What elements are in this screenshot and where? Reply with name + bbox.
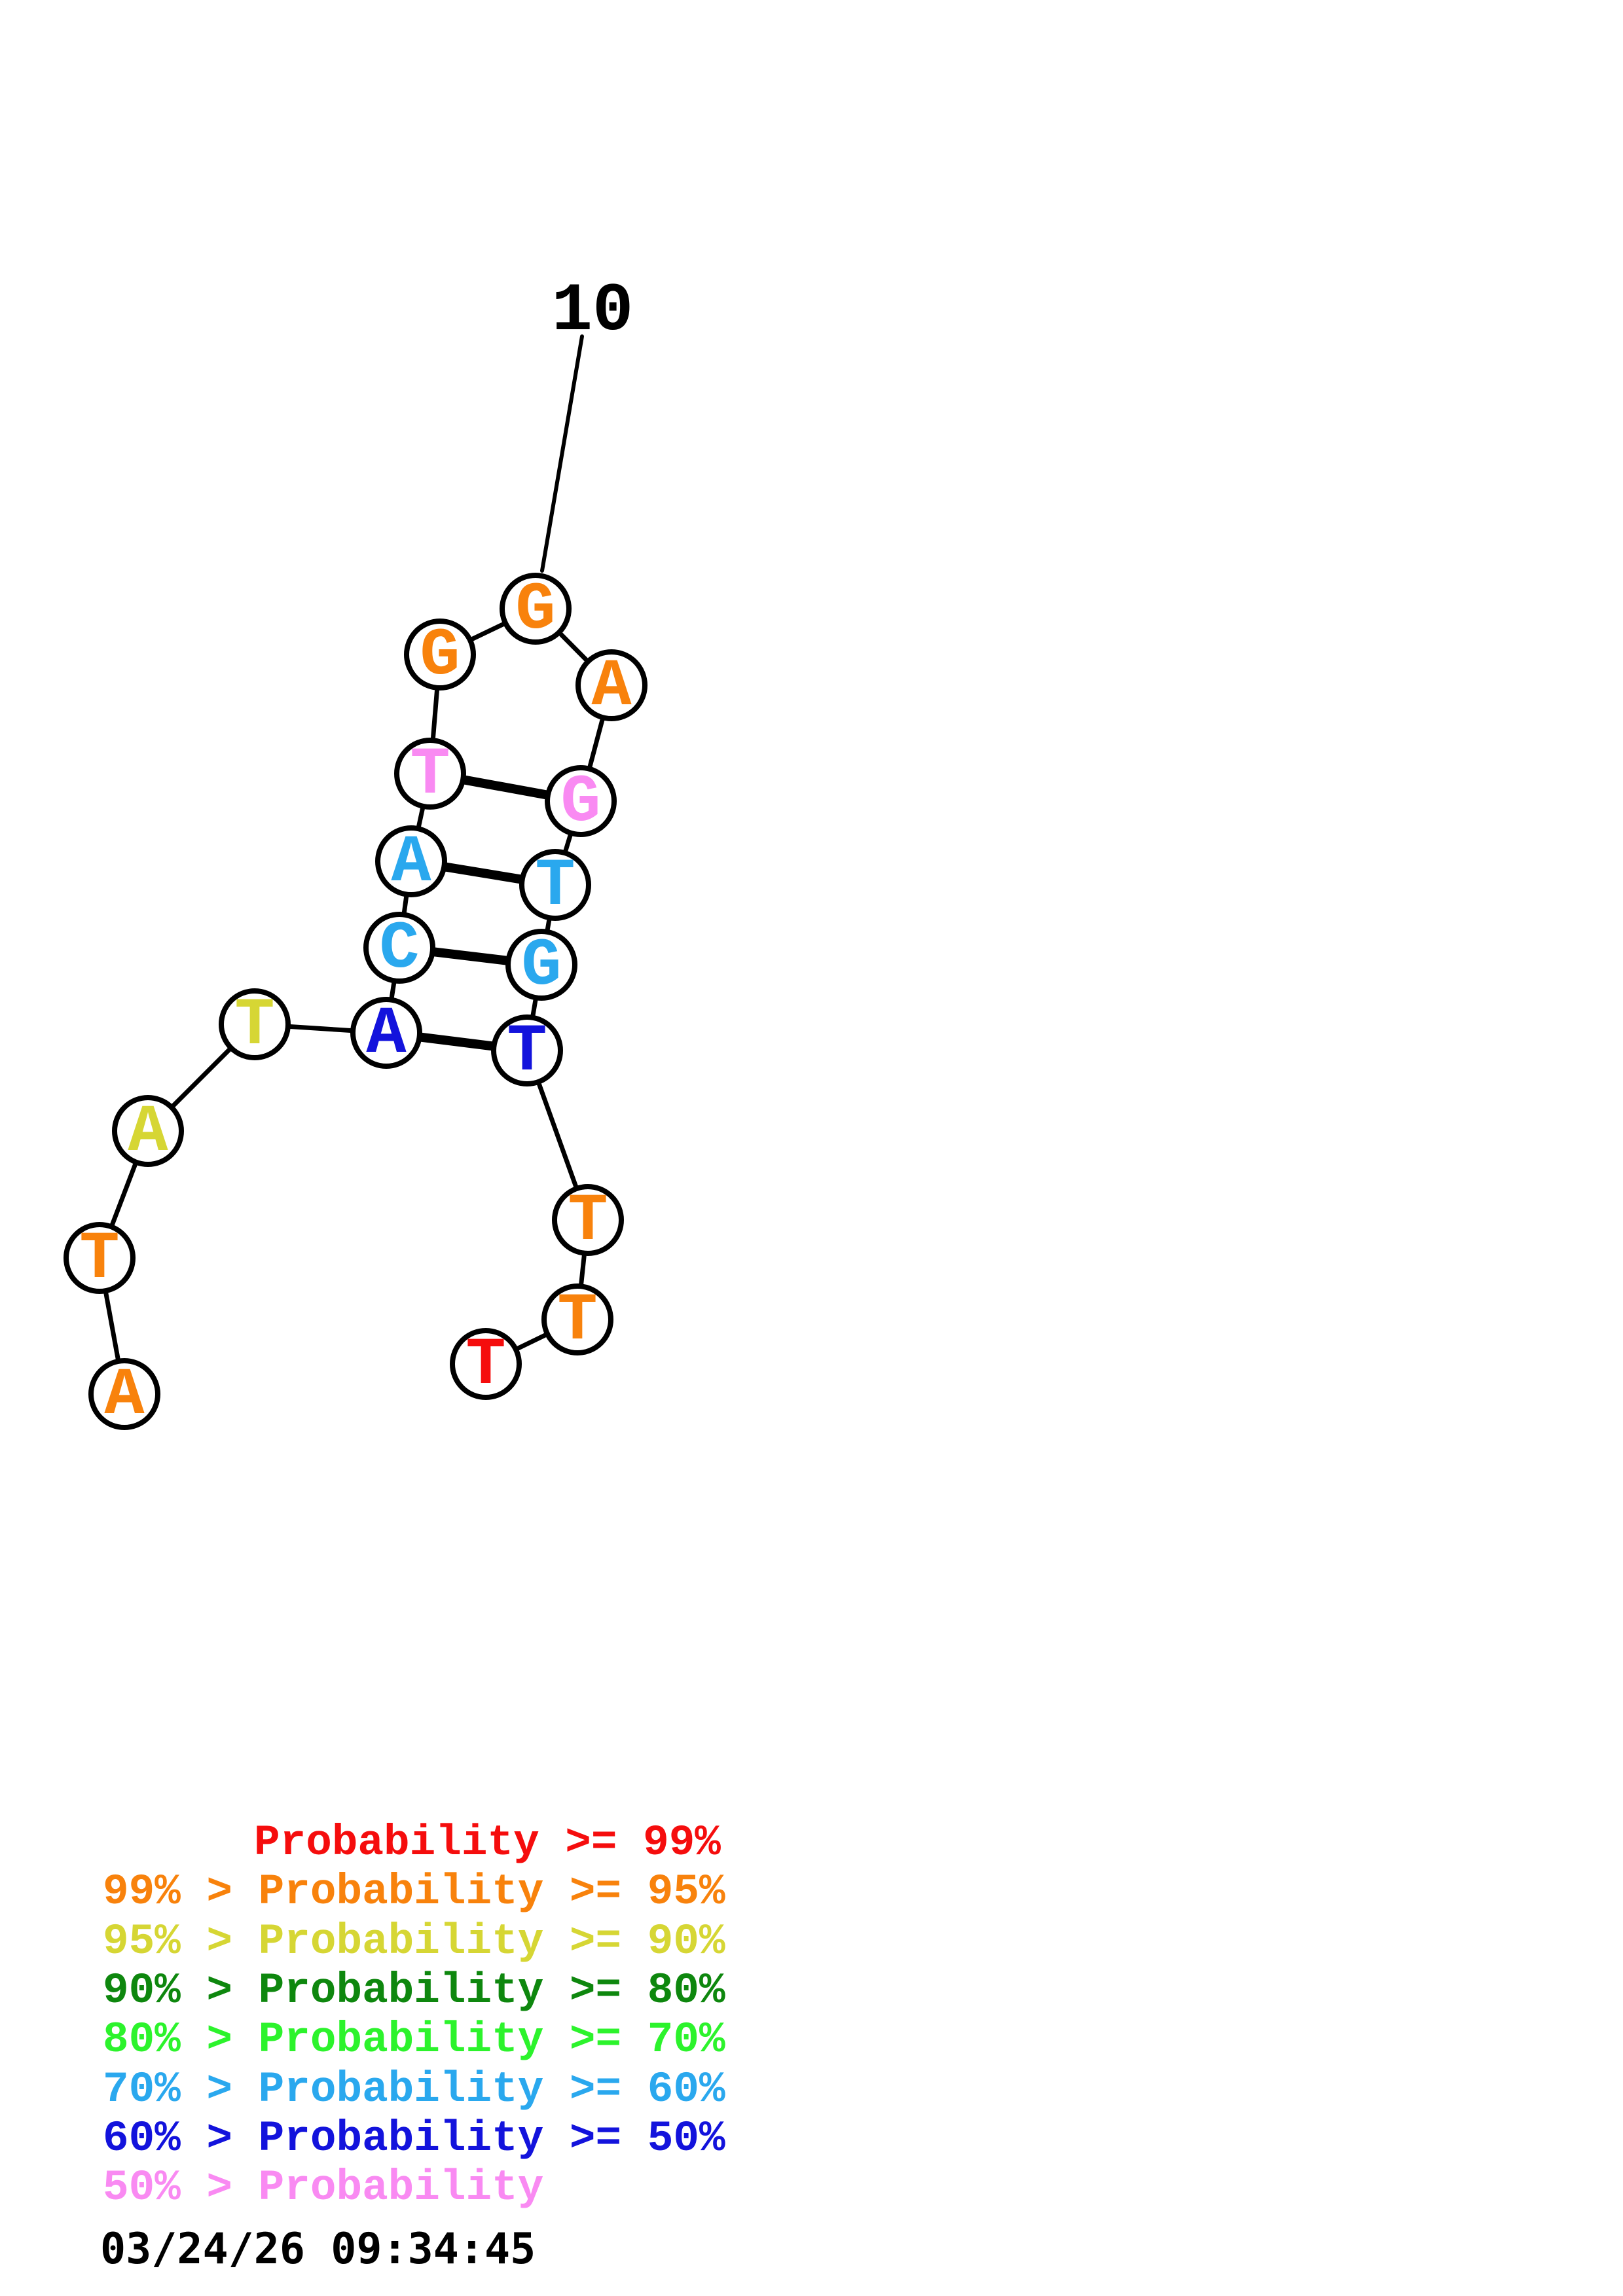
legend-row-p99: Probability >= 99% xyxy=(254,1818,721,1867)
nucleotide-circle-16 xyxy=(552,1184,624,1256)
nucleotide-base-4: T xyxy=(234,988,274,1064)
nucleotide-circle-15 xyxy=(491,1014,563,1086)
nucleotide-circle-17 xyxy=(541,1283,613,1355)
nucleotide-circle-18 xyxy=(450,1328,522,1400)
nucleotide-base-2: T xyxy=(79,1221,119,1297)
legend-row-p70: 80% > Probability >= 70% xyxy=(103,2015,725,2064)
position-tick-line xyxy=(540,334,584,573)
nucleotide-base-11: A xyxy=(591,649,632,725)
legend-row-p90: 95% > Probability >= 90% xyxy=(103,1917,725,1966)
timestamp: 03/24/26 09:34:45 xyxy=(100,2225,536,2274)
nucleotide-circle-1 xyxy=(88,1358,160,1430)
nucleotide-circle-12 xyxy=(545,765,617,837)
probability-legend: Probability >= 99% 99% > Probability >= … xyxy=(103,1818,725,2212)
nucleotide-circle-14 xyxy=(505,929,577,1001)
legend-row-p60: 70% > Probability >= 60% xyxy=(103,2065,725,2114)
nucleotide-base-15: T xyxy=(507,1014,547,1090)
nucleotide-circle-9 xyxy=(404,619,476,691)
nucleotide-circle-3 xyxy=(112,1095,184,1167)
nucleotide-circle-5 xyxy=(350,997,422,1069)
nucleotide-base-13: T xyxy=(535,848,575,924)
nucleotide-circle-11 xyxy=(575,649,647,721)
nucleotide-circle-13 xyxy=(519,849,591,921)
nucleotide-base-7: A xyxy=(391,825,431,901)
nucleotide-base-5: A xyxy=(366,996,407,1072)
legend-row-p80: 90% > Probability >= 80% xyxy=(103,1966,725,2015)
legend-row-p50: 60% > Probability >= 50% xyxy=(103,2114,725,2163)
nucleotide-circle-2 xyxy=(64,1222,136,1294)
nucleotide-base-1: A xyxy=(104,1357,145,1433)
legend-row-p95: 99% > Probability >= 95% xyxy=(103,1867,725,1916)
nucleotide-base-18: T xyxy=(465,1327,505,1403)
nucleotide-base-10: G xyxy=(515,572,555,648)
nucleotide-base-16: T xyxy=(568,1183,608,1259)
nucleotide-base-17: T xyxy=(557,1283,597,1359)
position-label-10: 10 xyxy=(552,273,634,350)
nucleotide-base-12: G xyxy=(560,764,600,840)
nucleotide-circle-6 xyxy=(363,912,435,984)
nucleotide-base-9: G xyxy=(420,618,460,694)
nucleotide-circle-10 xyxy=(500,573,572,645)
nucleotide-base-14: G xyxy=(521,928,561,1004)
nucleotide-base-8: T xyxy=(410,737,450,813)
nucleotide-circle-8 xyxy=(394,738,466,810)
nucleotide-circle-4 xyxy=(219,988,291,1060)
nucleotide-circle-7 xyxy=(375,825,447,897)
nucleotide-base-6: C xyxy=(379,911,419,987)
legend-row-lt50: 50% > Probability xyxy=(103,2163,543,2212)
nucleotide-base-3: A xyxy=(128,1094,168,1170)
